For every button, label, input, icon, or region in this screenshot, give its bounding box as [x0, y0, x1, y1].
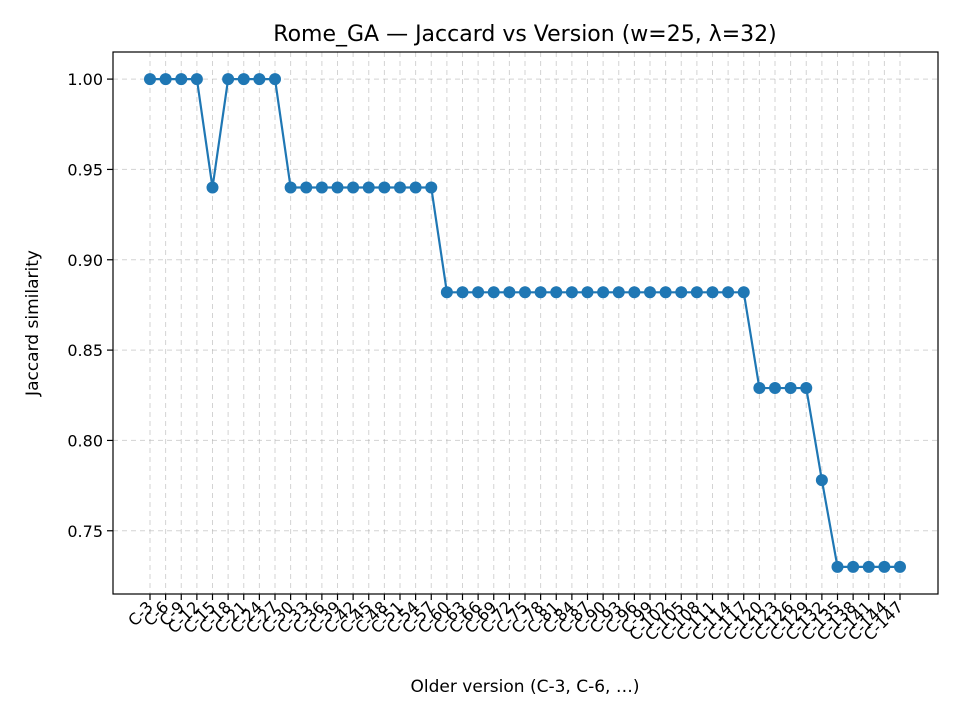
data-point: [784, 382, 797, 395]
data-point: [675, 286, 688, 299]
data-point: [644, 286, 656, 299]
data-point: [878, 560, 891, 573]
x-axis-label: Older version (C-3, C-6, …): [411, 677, 640, 697]
data-point: [894, 560, 906, 573]
data-point: [503, 286, 516, 299]
data-point: [378, 181, 391, 194]
data-point: [440, 286, 453, 299]
y-axis: 0.75 0.80 0.85 0.90 0.95 1.00: [67, 70, 113, 541]
data-point: [753, 382, 766, 395]
y-axis-label: Jaccard similarity: [23, 250, 43, 397]
y-tick-label: 0.80: [67, 431, 103, 450]
data-point: [237, 73, 250, 86]
y-tick-label: 0.90: [67, 251, 103, 270]
data-point: [331, 181, 344, 194]
data-point: [472, 286, 485, 299]
data-point: [362, 181, 375, 194]
data-point: [628, 286, 641, 299]
data-point: [815, 474, 828, 487]
data-point: [347, 181, 360, 194]
x-axis: C-3C-6C-9C-12C-15C-18C-21C-24C-27C-30C-3…: [124, 594, 907, 644]
data-point: [597, 286, 610, 299]
data-point: [612, 286, 625, 299]
y-tick-label: 0.85: [67, 341, 103, 360]
data-point: [206, 181, 219, 194]
data-point: [159, 73, 172, 86]
data-point: [847, 560, 860, 573]
y-tick-label: 1.00: [67, 70, 103, 89]
data-point: [769, 382, 781, 395]
data-point: [253, 73, 266, 86]
y-tick-label: 0.95: [67, 160, 103, 179]
data-point: [222, 73, 235, 86]
data-point: [300, 181, 313, 194]
data-point: [284, 181, 297, 194]
data-point: [487, 286, 500, 299]
data-point: [534, 286, 547, 299]
data-point: [190, 73, 203, 86]
data-point: [519, 286, 531, 299]
data-point: [722, 286, 735, 299]
chart-title: Rome_GA — Jaccard vs Version (w=25, λ=32…: [273, 22, 776, 47]
data-point: [409, 181, 422, 194]
series-jaccard: [144, 73, 906, 573]
data-point: [394, 181, 406, 194]
data-point: [737, 286, 750, 299]
data-point: [269, 73, 281, 86]
data-point: [581, 286, 594, 299]
data-point: [862, 560, 875, 573]
y-tick-label: 0.75: [67, 522, 103, 541]
data-point: [800, 382, 813, 395]
grid: [113, 52, 938, 594]
data-point: [831, 560, 844, 573]
data-point: [565, 286, 578, 299]
data-point: [706, 286, 719, 299]
data-point: [690, 286, 703, 299]
data-point: [425, 181, 438, 194]
data-point: [550, 286, 563, 299]
data-point: [456, 286, 469, 299]
data-point: [175, 73, 188, 86]
data-point: [144, 73, 156, 86]
data-point: [315, 181, 328, 194]
data-point: [659, 286, 672, 299]
